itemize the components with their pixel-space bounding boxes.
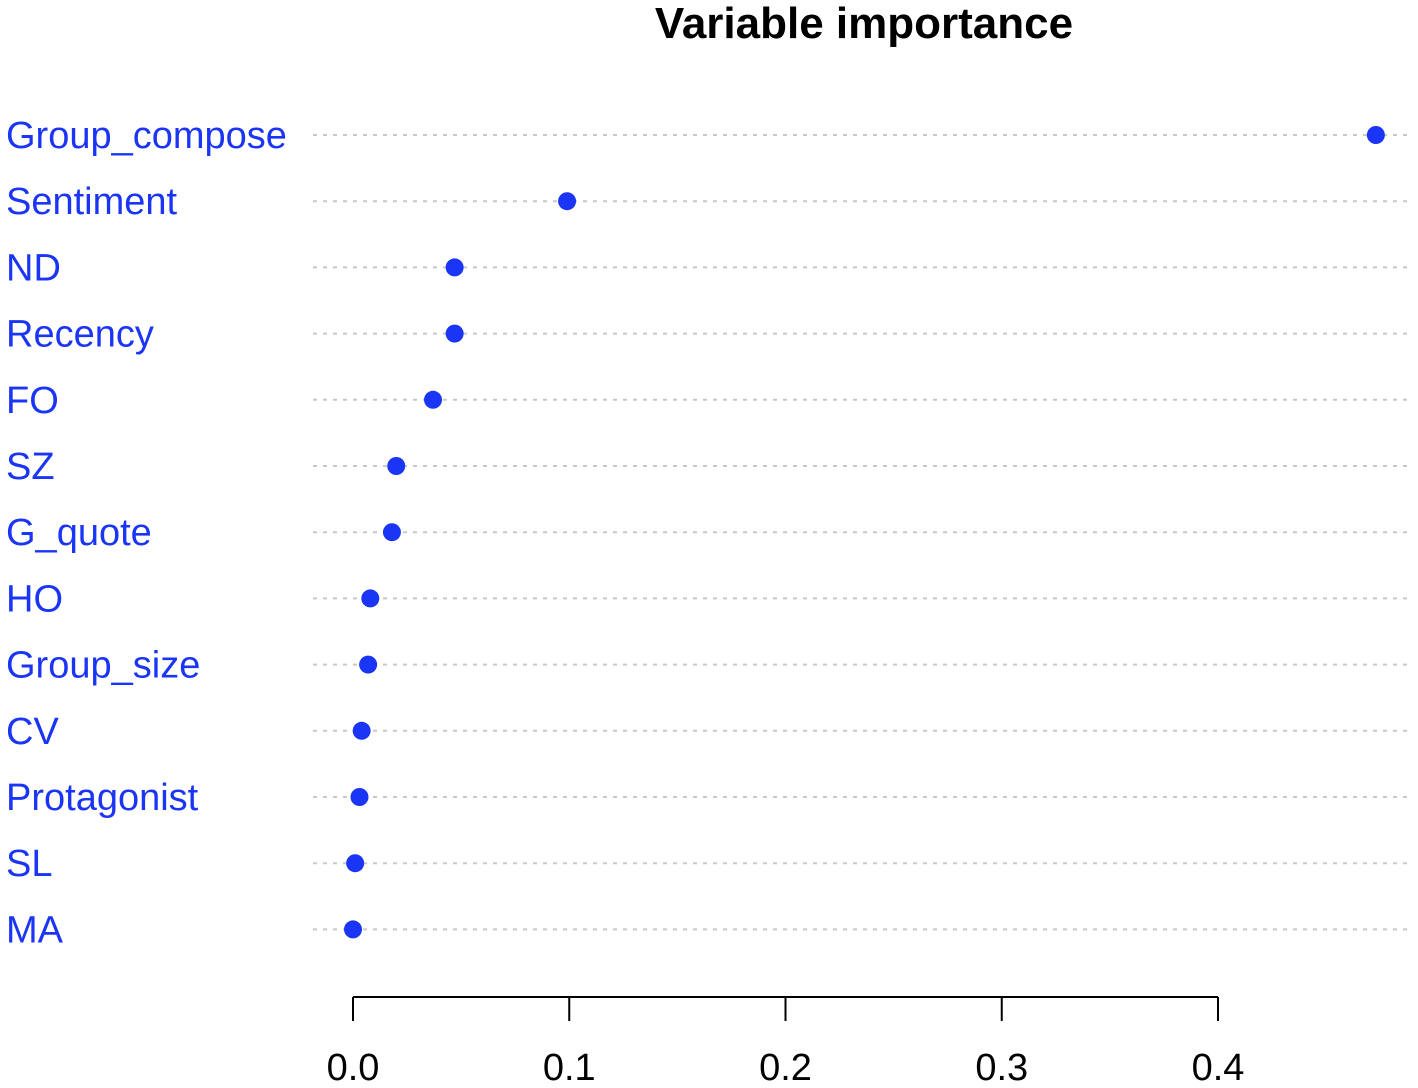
x-tick-label: 0.1 bbox=[543, 1047, 596, 1088]
x-axis: 0.0 0.1 0.2 0.3 0.4 bbox=[327, 996, 1245, 1088]
category-label: MA bbox=[6, 909, 64, 951]
data-point bbox=[1366, 126, 1385, 144]
x-tick-label: 0.4 bbox=[1192, 1047, 1245, 1088]
category-label: Recency bbox=[6, 314, 154, 356]
data-point bbox=[361, 589, 380, 608]
category-label: Group_size bbox=[6, 645, 200, 687]
category-label: CV bbox=[6, 711, 59, 753]
category-label: G_quote bbox=[6, 512, 152, 554]
data-point bbox=[352, 721, 371, 740]
data-point bbox=[424, 390, 443, 409]
category-label: Group_compose bbox=[6, 115, 287, 157]
chart-rows: Group_compose Sentiment ND Recency FO SZ G_quo… bbox=[6, 115, 1412, 951]
category-label: Protagonist bbox=[6, 777, 199, 819]
x-tick-label: 0.0 bbox=[327, 1047, 380, 1088]
data-point bbox=[346, 854, 365, 873]
category-label: FO bbox=[6, 380, 59, 422]
chart-title: Variable importance bbox=[655, 0, 1073, 48]
category-label: Sentiment bbox=[6, 181, 178, 223]
data-point bbox=[382, 523, 401, 542]
x-tick-label: 0.2 bbox=[759, 1047, 812, 1088]
category-label: SL bbox=[6, 843, 52, 885]
data-point bbox=[344, 920, 362, 939]
data-point bbox=[445, 324, 464, 343]
category-label: SZ bbox=[6, 446, 55, 488]
category-label: ND bbox=[6, 247, 61, 289]
data-point bbox=[558, 192, 577, 211]
data-point bbox=[350, 788, 369, 806]
category-label: HO bbox=[6, 578, 63, 620]
x-tick-label: 0.3 bbox=[975, 1047, 1028, 1088]
data-point bbox=[387, 457, 406, 475]
data-point bbox=[445, 258, 464, 277]
data-point bbox=[359, 655, 378, 674]
